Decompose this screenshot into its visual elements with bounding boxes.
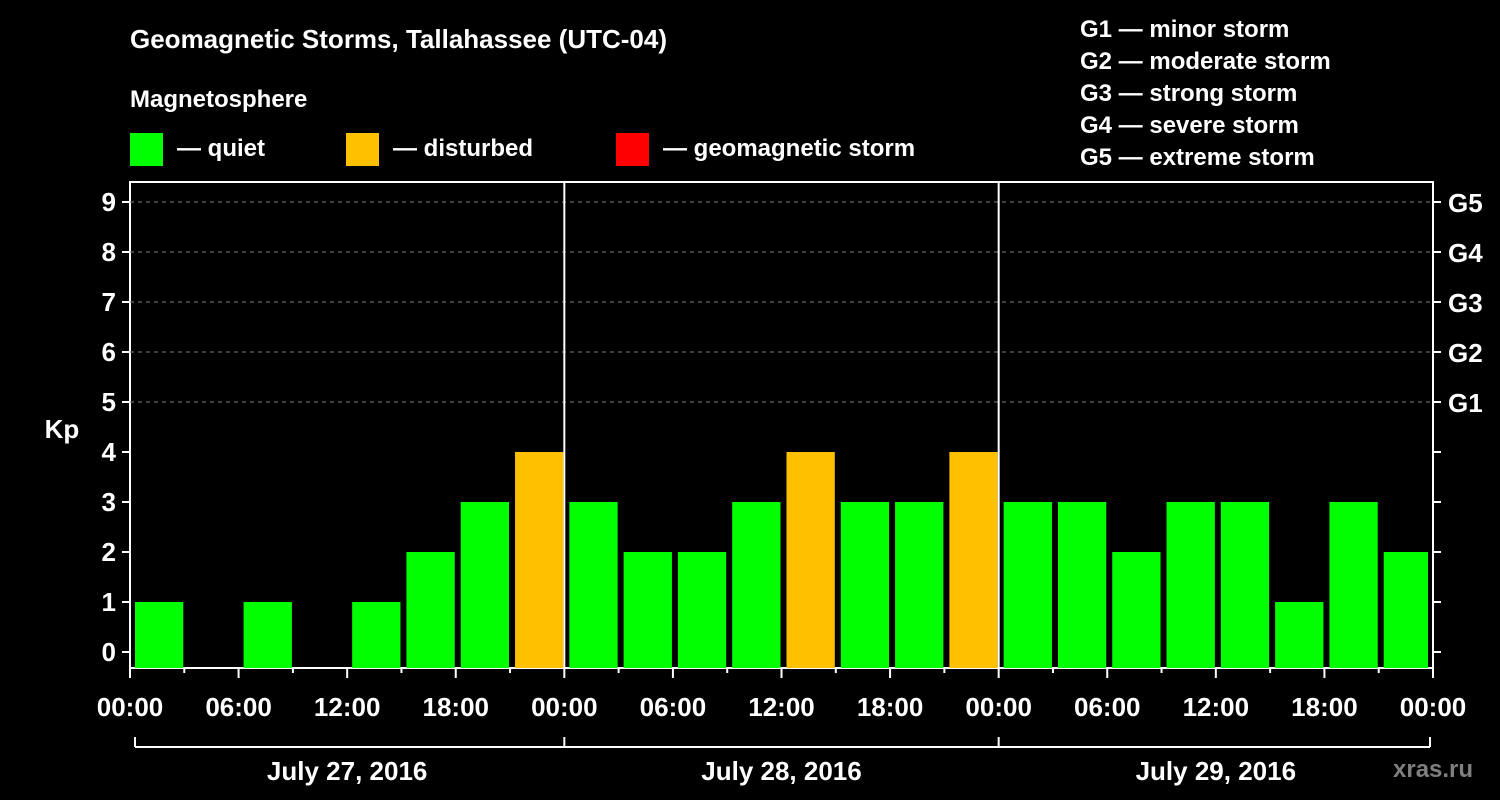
kp-bar <box>352 602 401 668</box>
legend-storm-swatch <box>616 132 649 166</box>
kp-bar <box>1329 502 1378 668</box>
x-tick-label: 06:00 <box>640 692 707 722</box>
x-tick-label: 18:00 <box>423 692 490 722</box>
kp-bar <box>135 602 184 668</box>
kp-bar <box>1383 552 1428 668</box>
watermark: xras.ru <box>1393 756 1474 783</box>
kp-bar <box>515 452 564 668</box>
x-tick-label: 00:00 <box>531 692 598 722</box>
x-tick-label: 18:00 <box>1291 692 1358 722</box>
y-tick-label: 5 <box>102 387 116 417</box>
y-tick-label: 1 <box>102 587 116 617</box>
x-tick-label: 00:00 <box>97 692 164 722</box>
legend-storm: — geomagnetic storm <box>616 132 915 166</box>
y-tick-label: 9 <box>102 187 116 217</box>
kp-bar <box>732 502 781 668</box>
storm-level-label: G4 <box>1448 238 1483 268</box>
storm-level-label: G3 <box>1448 288 1483 318</box>
kp-bar <box>949 452 998 668</box>
kp-bar <box>1166 502 1215 668</box>
kp-bar <box>569 502 618 668</box>
y-tick-label: 8 <box>102 237 116 267</box>
chart-subtitle: Magnetosphere <box>130 86 308 113</box>
legend-disturbed-swatch <box>346 132 379 166</box>
y-tick-label: 6 <box>102 337 116 367</box>
x-tick-label: 06:00 <box>1074 692 1141 722</box>
y-axis-label: Kp <box>45 414 80 444</box>
storm-level-g4: G4 — severe storm <box>1080 112 1299 139</box>
kp-bar <box>895 502 944 668</box>
x-tick-label: 12:00 <box>1183 692 1250 722</box>
legend-quiet-label: — quiet <box>177 135 265 162</box>
kp-bar <box>406 552 455 668</box>
y-tick-label: 3 <box>102 487 116 517</box>
x-tick-label: 00:00 <box>965 692 1032 722</box>
kp-bar <box>1220 502 1270 668</box>
kp-bar <box>1003 502 1052 668</box>
storm-level-label: G1 <box>1448 388 1483 418</box>
y-tick-label: 7 <box>102 287 116 317</box>
legend-storm-label: — geomagnetic storm <box>663 135 916 162</box>
legend-disturbed: — disturbed <box>346 132 533 166</box>
day-label: July 28, 2016 <box>701 756 861 786</box>
y-tick-label: 0 <box>102 637 116 667</box>
storm-level-g1: G1 — minor storm <box>1080 16 1290 43</box>
legend-quiet: — quiet <box>130 132 265 166</box>
kp-bar <box>623 552 672 668</box>
legend-disturbed-label: — disturbed <box>393 135 534 162</box>
x-tick-label: 12:00 <box>748 692 815 722</box>
storm-level-g3: G3 — strong storm <box>1080 80 1298 107</box>
kp-bar <box>840 502 890 668</box>
storm-level-g2: G2 — moderate storm <box>1080 48 1331 75</box>
y-tick-label: 4 <box>102 437 117 467</box>
kp-bar <box>243 602 292 668</box>
legend-quiet-swatch <box>130 132 163 166</box>
kp-bar <box>1275 602 1324 668</box>
kp-bar <box>1057 502 1107 668</box>
kp-bar <box>786 452 835 668</box>
kp-bar <box>677 552 727 668</box>
day-label: July 29, 2016 <box>1136 756 1296 786</box>
day-label: July 27, 2016 <box>267 756 427 786</box>
x-tick-label: 06:00 <box>205 692 272 722</box>
chart-title: Geomagnetic Storms, Tallahassee (UTC-04) <box>130 24 668 54</box>
y-tick-label: 2 <box>102 537 116 567</box>
storm-level-label: G5 <box>1448 188 1483 218</box>
storm-level-label: G2 <box>1448 338 1483 368</box>
x-tick-label: 18:00 <box>857 692 924 722</box>
storm-level-legend: G1 — minor storm G2 — moderate storm G3 … <box>1080 14 1331 174</box>
kp-bar <box>460 502 510 668</box>
x-tick-label: 00:00 <box>1400 692 1467 722</box>
storm-level-g5: G5 — extreme storm <box>1080 144 1315 171</box>
kp-bar <box>1112 552 1161 668</box>
x-tick-label: 12:00 <box>314 692 381 722</box>
